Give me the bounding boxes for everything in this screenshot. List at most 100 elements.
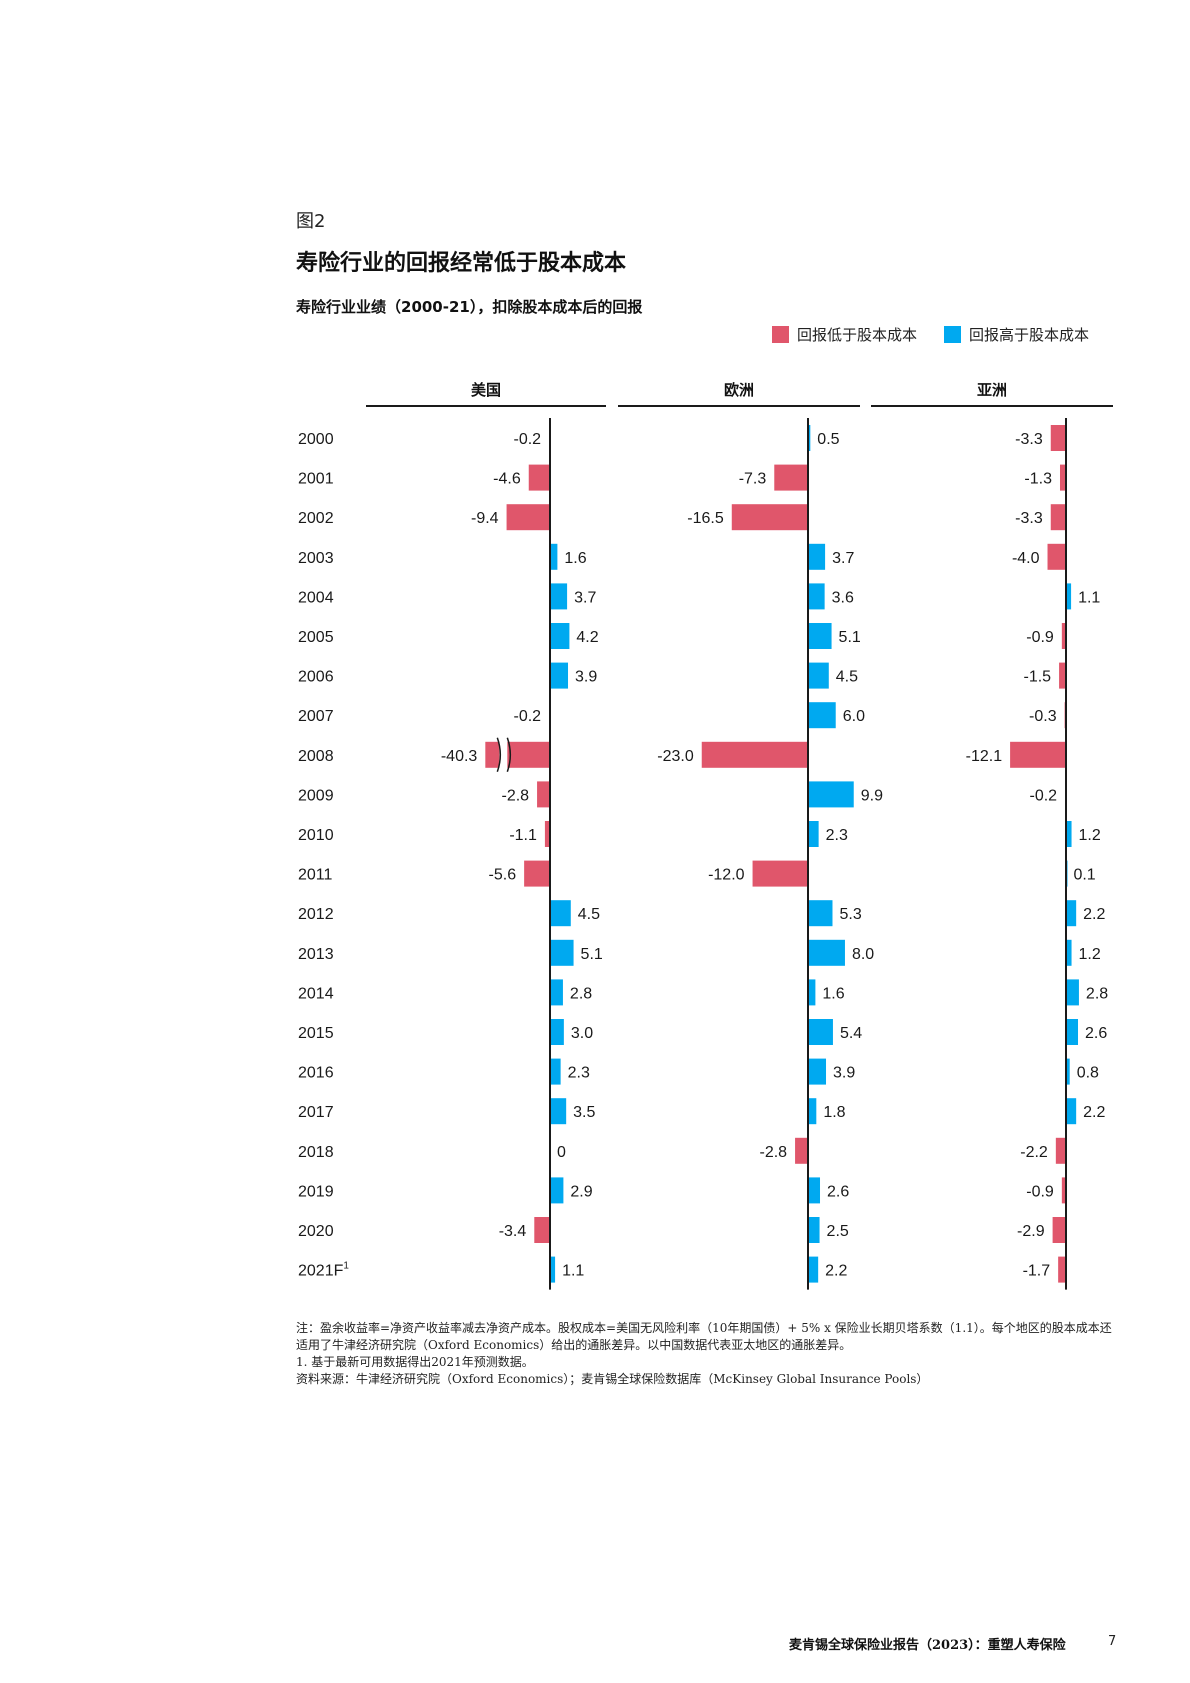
panel-title-2: 亚洲 (977, 381, 1007, 399)
legend-negative: 回报低于股本成本 (772, 324, 917, 345)
chart-subtitle: 寿险行业业绩（2000-21），扣除股本成本后的回报 (296, 298, 643, 316)
value-label-2-2012: 2.2 (1083, 906, 1105, 923)
year-label-2001: 2001 (298, 471, 334, 488)
value-label-2-2000: -3.3 (1015, 431, 1043, 448)
value-label-1-2011: -12.0 (708, 867, 745, 884)
value-label-1-2012: 5.3 (839, 906, 861, 923)
value-label-0-2020: -3.4 (499, 1223, 527, 1240)
bar-2-2004 (1066, 583, 1072, 610)
bar-0-2020 (534, 1217, 550, 1243)
value-label-2-2019: -0.9 (1026, 1183, 1054, 1200)
year-label-2010: 2010 (298, 827, 334, 844)
bar-1-2002 (731, 504, 808, 531)
year-label-2011: 2011 (298, 867, 333, 884)
value-label-0-2012: 4.5 (578, 906, 600, 923)
bar-0-2016 (550, 1058, 561, 1085)
value-label-2-2013: 1.2 (1079, 946, 1101, 963)
axis-break-gap (499, 739, 508, 770)
value-label-1-2010: 2.3 (826, 827, 848, 844)
value-label-2-2003: -4.0 (1012, 550, 1040, 567)
bar-1-2016 (808, 1058, 827, 1085)
bar-2-2016 (1066, 1058, 1070, 1085)
value-label-2-2005: -0.9 (1026, 629, 1054, 646)
bar-2-2003 (1047, 543, 1066, 570)
bar-2-2008 (1010, 741, 1066, 768)
bar-2-2005 (1061, 623, 1066, 649)
bar-1-2011 (752, 860, 808, 887)
value-label-1-2016: 3.9 (833, 1065, 855, 1082)
source-text: 资料来源：牛津经济研究院（Oxford Economics）；麦肯锡全球保险数据… (296, 1372, 929, 1386)
bar-2-2014 (1066, 979, 1079, 1006)
year-label-2019: 2019 (298, 1183, 334, 1200)
bar-1-2006 (808, 662, 829, 689)
year-label-2021F: 2021F1 (298, 1261, 349, 1280)
value-label-0-2019: 2.9 (570, 1183, 592, 1200)
value-label-0-2017: 3.5 (573, 1104, 595, 1121)
year-label-2005: 2005 (298, 629, 334, 646)
bar-1-2008 (701, 741, 808, 768)
value-label-0-2008: -40.3 (441, 748, 478, 765)
value-label-1-2020: 2.5 (827, 1223, 849, 1240)
bar-2-2017 (1066, 1098, 1077, 1125)
value-label-1-2006: 4.5 (836, 669, 858, 686)
bar-0-2014 (550, 979, 563, 1006)
value-label-0-2014: 2.8 (570, 985, 592, 1002)
notes-block: 注：盈余收益率=净资产收益率减去净资产成本。股权成本=美国无风险利率（10年期国… (296, 1320, 1116, 1388)
year-label-2015: 2015 (298, 1025, 334, 1042)
value-label-0-2018: 0 (557, 1144, 566, 1161)
bar-0-2001 (528, 464, 550, 491)
bar-1-2017 (808, 1098, 817, 1125)
year-label-2018: 2018 (298, 1144, 334, 1161)
value-label-1-2017: 1.8 (823, 1104, 845, 1121)
value-label-0-2021F: 1.1 (562, 1263, 584, 1280)
value-label-2-2015: 2.6 (1085, 1025, 1107, 1042)
bar-2-2020 (1052, 1217, 1066, 1243)
value-label-2-2008: -12.1 (966, 748, 1003, 765)
value-label-1-2021F: 2.2 (825, 1263, 847, 1280)
value-label-1-2018: -2.8 (759, 1144, 787, 1161)
value-label-0-2010: -1.1 (509, 827, 537, 844)
value-label-0-2007: -0.2 (513, 708, 541, 725)
value-label-0-2001: -4.6 (493, 471, 521, 488)
bar-1-2013 (808, 939, 845, 966)
year-label-2014: 2014 (298, 985, 334, 1002)
bar-2-2021F (1058, 1256, 1066, 1283)
value-label-1-2001: -7.3 (739, 471, 767, 488)
legend-positive-swatch (944, 326, 961, 343)
year-label-2000: 2000 (298, 431, 334, 448)
figure-title: 寿险行业的回报经常低于股本成本 (296, 250, 627, 276)
bar-0-2015 (550, 1019, 564, 1045)
year-label-2008: 2008 (298, 748, 334, 765)
value-label-0-2002: -9.4 (471, 510, 499, 527)
panel-title-0: 美国 (471, 381, 501, 399)
value-label-1-2003: 3.7 (832, 550, 854, 567)
year-label-2004: 2004 (298, 589, 334, 606)
value-label-1-2019: 2.6 (827, 1183, 849, 1200)
value-label-2-2017: 2.2 (1083, 1104, 1105, 1121)
bar-0-2002 (506, 504, 550, 531)
value-label-2-2016: 0.8 (1077, 1065, 1099, 1082)
legend-negative-label: 回报低于股本成本 (797, 326, 918, 344)
bar-2-2006 (1059, 662, 1066, 689)
value-label-0-2015: 3.0 (571, 1025, 593, 1042)
value-label-2-2020: -2.9 (1017, 1223, 1045, 1240)
bar-0-2004 (550, 583, 568, 610)
value-label-2-2014: 2.8 (1086, 985, 1108, 1002)
value-label-1-2015: 5.4 (840, 1025, 862, 1042)
figure-label: 图2 (296, 211, 326, 232)
bar-1-2000 (808, 425, 811, 451)
bar-0-2013 (550, 939, 574, 966)
value-label-1-2000: 0.5 (817, 431, 839, 448)
axis-break-line-right (506, 737, 512, 773)
bar-2-2001 (1059, 464, 1066, 491)
value-label-0-2005: 4.2 (576, 629, 598, 646)
value-label-0-2011: -5.6 (489, 867, 517, 884)
value-label-0-2009: -2.8 (501, 787, 529, 804)
value-label-2-2001: -1.3 (1024, 471, 1052, 488)
bar-1-2005 (808, 623, 832, 649)
bar-1-2018 (795, 1137, 808, 1164)
value-label-1-2007: 6.0 (843, 708, 865, 725)
value-label-1-2008: -23.0 (657, 748, 694, 765)
bar-0-2021F (550, 1256, 556, 1283)
bar-2-2018 (1055, 1137, 1066, 1164)
